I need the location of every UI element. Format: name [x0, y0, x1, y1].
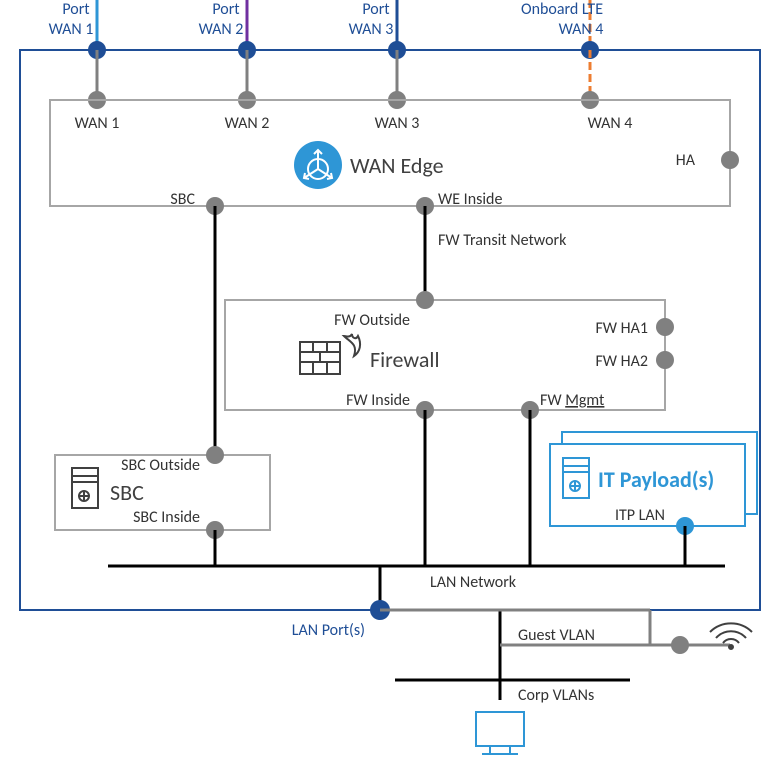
wan4-top-label: WAN 4: [559, 20, 604, 39]
wan4-label: WAN 4: [588, 114, 633, 133]
sbc-outside-label: SBC Outside: [121, 456, 200, 475]
port-wan2-label-a: Port: [212, 0, 240, 19]
it-payloads-title: IT Payload(s): [598, 466, 714, 493]
fw-outside-node: [416, 291, 434, 309]
wan3-label: WAN 3: [375, 114, 420, 133]
fw-ha2-label: FW HA2: [595, 352, 648, 371]
ha-label: HA: [676, 151, 696, 170]
guest-vlan-label: Guest VLAN: [518, 626, 595, 645]
fw-inside-label: FW Inside: [346, 391, 410, 410]
sbc-server-icon: [72, 468, 98, 508]
fw-ha2-node: [656, 351, 674, 369]
wan-edge-title: WAN Edge: [350, 152, 444, 179]
lan-network-label: LAN Network: [430, 573, 517, 592]
ha-node: [721, 151, 739, 169]
we-inside-label: WE Inside: [438, 190, 502, 209]
guest-vlan-node: [671, 636, 689, 654]
lan-ports-label: LAN Port(s): [292, 621, 365, 640]
sbc-title: SBC: [110, 479, 144, 506]
fw-outside-label: FW Outside: [334, 311, 410, 330]
computer-icon: [476, 712, 524, 754]
firewall-title: Firewall: [370, 346, 440, 373]
wan2-label: WAN 2: [225, 114, 270, 133]
port-wan3-label-b: WAN 3: [349, 20, 394, 39]
firewall-icon: [300, 334, 360, 374]
port-wan1-label-a: Port: [62, 0, 90, 19]
port-wan1-label-b: WAN 1: [49, 20, 94, 39]
port-wan3-label-a: Port: [362, 0, 390, 19]
port-wan2-label-b: WAN 2: [199, 20, 244, 39]
sbc-label: SBC: [170, 190, 195, 209]
itp-lan-label: ITP LAN: [615, 506, 665, 525]
fw-transit-label: FW Transit Network: [438, 231, 567, 250]
corp-vlans-label: Corp VLANs: [518, 686, 594, 705]
fw-ha1-label: FW HA1: [595, 319, 648, 338]
fw-mgmt-label: FW Mgmt: [540, 391, 605, 410]
wan1-label: WAN 1: [75, 114, 120, 133]
sbc-outside-node: [206, 446, 224, 464]
onboard-lte-label: Onboard LTE: [521, 0, 603, 19]
sbc-inside-label: SBC Inside: [133, 508, 200, 527]
fw-ha1-node: [656, 318, 674, 336]
